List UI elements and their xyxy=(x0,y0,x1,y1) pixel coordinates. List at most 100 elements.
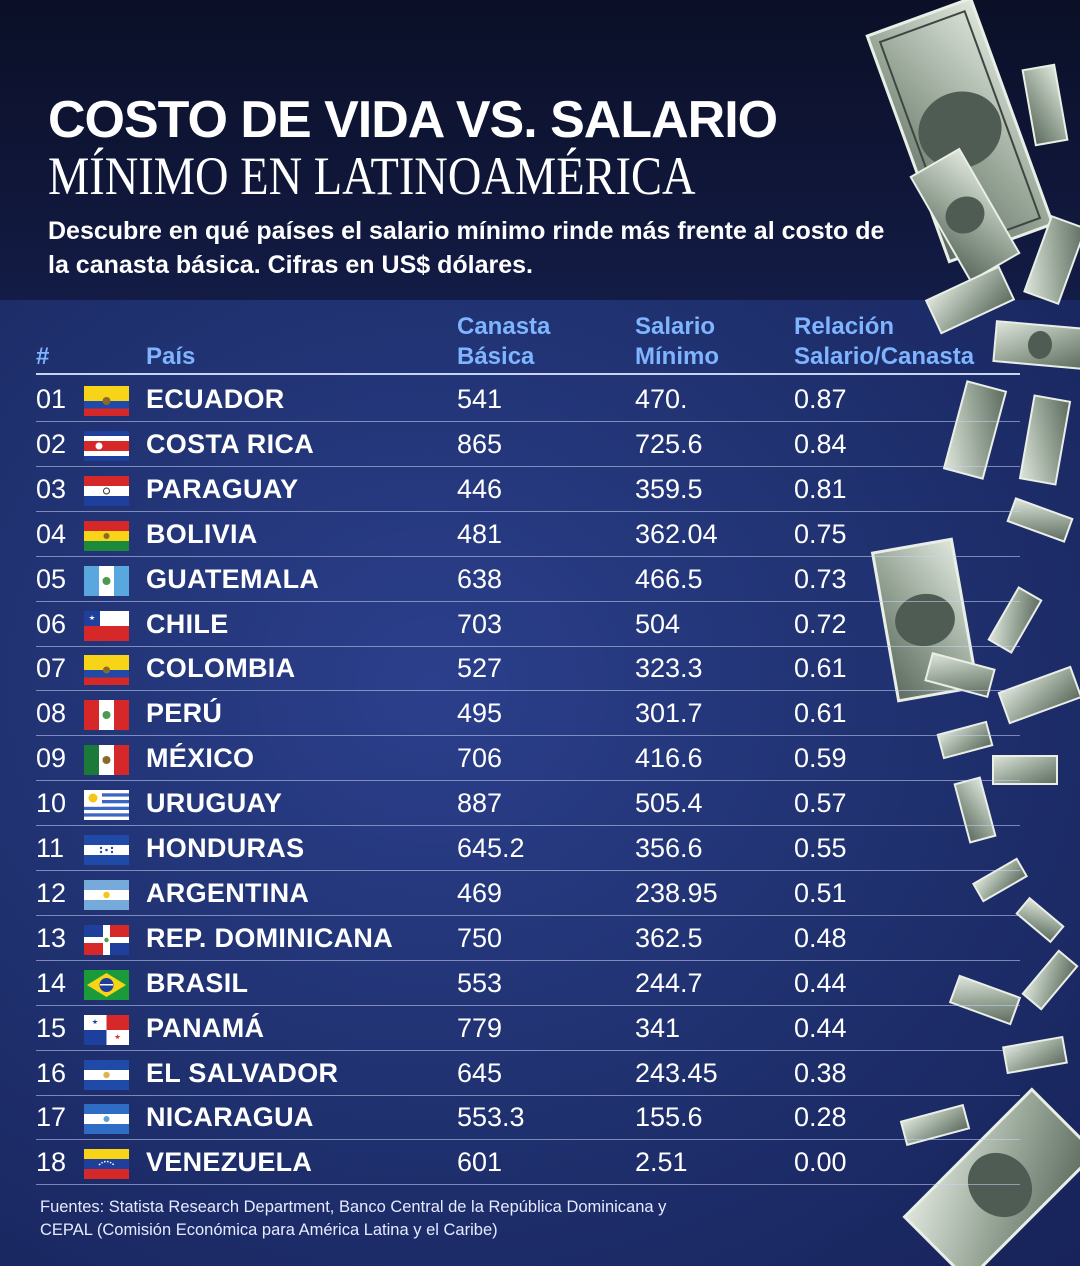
row-ratio: 0.72 xyxy=(794,608,847,639)
flag-argentina-icon xyxy=(84,879,129,910)
table-row: 18 VENEZUELA 601 2.51 0.00 xyxy=(0,1140,1080,1186)
row-divider xyxy=(36,825,1020,827)
row-ratio: 0.61 xyxy=(794,698,847,729)
table-row: 03 PARAGUAY 446 359.5 0.81 xyxy=(0,467,1080,512)
row-country: MÉXICO xyxy=(146,743,255,774)
row-ratio: 0.55 xyxy=(794,833,847,863)
row-country: PANAMÁ xyxy=(146,1012,265,1043)
row-ratio: 0.00 xyxy=(794,1147,847,1178)
flag-uruguay-icon xyxy=(84,790,129,821)
row-divider xyxy=(36,735,1020,737)
row-basket: 645.2 xyxy=(457,833,525,863)
flag-peru-icon xyxy=(84,700,129,731)
row-ratio: 0.48 xyxy=(794,922,847,953)
row-divider xyxy=(36,600,1020,602)
row-ratio: 0.44 xyxy=(794,967,847,998)
row-divider xyxy=(36,645,1020,647)
row-wage: 362.04 xyxy=(635,518,718,549)
table-row: 10 URUGUAY 887 505.4 0.57 xyxy=(0,781,1080,827)
flag-nicaragua-icon xyxy=(84,1104,129,1135)
row-divider xyxy=(36,421,1020,422)
row-basket: 865 xyxy=(457,428,503,459)
row-basket: 645 xyxy=(457,1057,503,1088)
row-wage: 301.7 xyxy=(635,698,703,729)
row-ratio: 0.73 xyxy=(794,563,847,594)
row-country: GUATEMALA xyxy=(146,563,320,594)
subtitle: Descubre en qué países el salario mínimo… xyxy=(48,217,885,279)
row-basket: 638 xyxy=(457,563,503,594)
row-country: ECUADOR xyxy=(146,384,285,414)
row-country: CHILE xyxy=(146,608,229,639)
row-wage: 505.4 xyxy=(635,788,703,819)
row-divider xyxy=(36,1184,1020,1186)
table-row: 09 MÉXICO 706 416.6 0.59 xyxy=(0,736,1080,782)
row-basket: 541 xyxy=(457,384,503,414)
row-country: BOLIVIA xyxy=(146,518,258,549)
row-wage: 2.51 xyxy=(635,1147,688,1178)
row-country: EL SALVADOR xyxy=(146,1057,339,1088)
row-wage: 244.7 xyxy=(635,967,703,998)
title-line-1: COSTO DE VIDA VS. SALARIO xyxy=(48,91,778,149)
header-ratio-line1: Relación xyxy=(794,313,895,340)
source-line-1: Fuentes: Statista Research Department, B… xyxy=(40,1198,667,1216)
row-wage: 470. xyxy=(635,384,688,414)
row-ratio: 0.51 xyxy=(794,877,847,908)
row-divider xyxy=(36,1094,1020,1096)
row-ratio: 0.44 xyxy=(794,1012,847,1043)
row-ratio: 0.84 xyxy=(794,428,847,459)
row-basket: 706 xyxy=(457,743,503,774)
row-rank: 01 xyxy=(36,384,67,414)
source-line-2: CEPAL (Comisión Económica para América L… xyxy=(40,1221,498,1239)
row-divider xyxy=(36,1004,1020,1006)
row-ratio: 0.61 xyxy=(794,653,847,684)
flag-chile-icon xyxy=(84,610,129,641)
row-wage: 725.6 xyxy=(635,428,703,459)
table-row: 01 ECUADOR 541 470. 0.87 xyxy=(0,377,1080,422)
row-basket: 779 xyxy=(457,1012,503,1043)
row-divider xyxy=(36,914,1020,916)
table-row: 05 GUATEMALA 638 466.5 0.73 xyxy=(0,557,1080,602)
row-wage: 362.5 xyxy=(635,922,703,953)
flag-ecuador-icon xyxy=(84,386,129,416)
flag-panama-icon xyxy=(84,1014,129,1045)
flag-mexico-icon xyxy=(84,745,129,776)
table-row: 12 ARGENTINA 469 238.95 0.51 xyxy=(0,871,1080,916)
row-wage: 243.45 xyxy=(635,1057,718,1088)
header-wage-line1: Salario xyxy=(635,313,716,340)
row-wage: 238.95 xyxy=(635,877,718,908)
flag-brazil-icon xyxy=(84,969,129,1000)
row-ratio: 0.75 xyxy=(794,518,847,549)
row-country: BRASIL xyxy=(146,967,249,998)
flag-honduras-icon xyxy=(84,835,129,865)
row-rank: 06 xyxy=(36,608,67,639)
row-ratio: 0.87 xyxy=(794,384,847,414)
row-ratio: 0.38 xyxy=(794,1057,847,1088)
flag-el-salvador-icon xyxy=(84,1059,129,1090)
row-rank: 13 xyxy=(36,922,67,953)
flag-venezuela-icon xyxy=(84,1149,129,1180)
row-basket: 553 xyxy=(457,967,503,998)
row-rank: 03 xyxy=(36,473,67,504)
flag-dominican-republic-icon xyxy=(84,924,129,955)
header-basket-line1: Canasta xyxy=(457,313,551,340)
header-divider xyxy=(36,373,1020,375)
row-basket: 601 xyxy=(457,1147,503,1178)
row-basket: 481 xyxy=(457,518,503,549)
table-row: 04 BOLIVIA 481 362.04 0.75 xyxy=(0,512,1080,557)
row-country: VENEZUELA xyxy=(146,1147,313,1178)
row-rank: 04 xyxy=(36,518,67,549)
row-basket: 887 xyxy=(457,788,503,819)
row-wage: 504 xyxy=(635,608,681,639)
row-divider xyxy=(36,465,1020,467)
flag-bolivia-icon xyxy=(84,520,129,551)
row-rank: 12 xyxy=(36,877,67,908)
row-ratio: 0.81 xyxy=(794,473,847,504)
row-basket: 446 xyxy=(457,473,503,504)
source-note: Fuentes: Statista Research Department, B… xyxy=(40,1196,800,1242)
row-wage: 155.6 xyxy=(635,1102,703,1133)
row-basket: 750 xyxy=(457,922,503,953)
row-country: COSTA RICA xyxy=(146,428,314,459)
row-rank: 15 xyxy=(36,1012,67,1043)
row-wage: 466.5 xyxy=(635,563,703,594)
header-basket-line2: Básica xyxy=(457,343,535,370)
